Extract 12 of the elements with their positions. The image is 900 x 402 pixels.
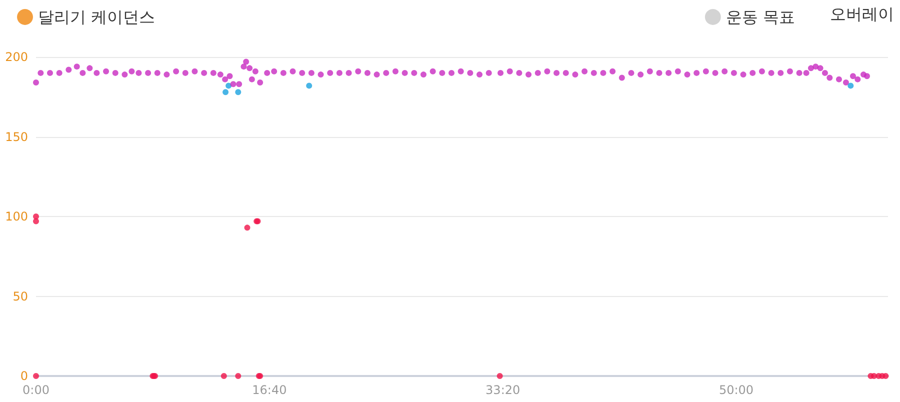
y-tick-label: 0 [20,369,28,383]
text: 오버레이 [830,4,894,24]
legend-label: 운동 목표 [726,8,796,26]
x-tick-label: 16:40 [252,383,287,397]
y-tick-label: 50 [12,289,28,304]
x-tick-label: 0:00 [22,383,50,397]
x-tick-label: 33:20 [486,383,520,397]
y-tick-label: 200 [5,50,28,64]
text: 달리기 케이던스 [38,8,156,26]
y-tick-label: 100 [5,210,28,224]
y-tick-label: 150 [5,130,28,144]
x-tick-label: 50:00 [718,383,754,397]
